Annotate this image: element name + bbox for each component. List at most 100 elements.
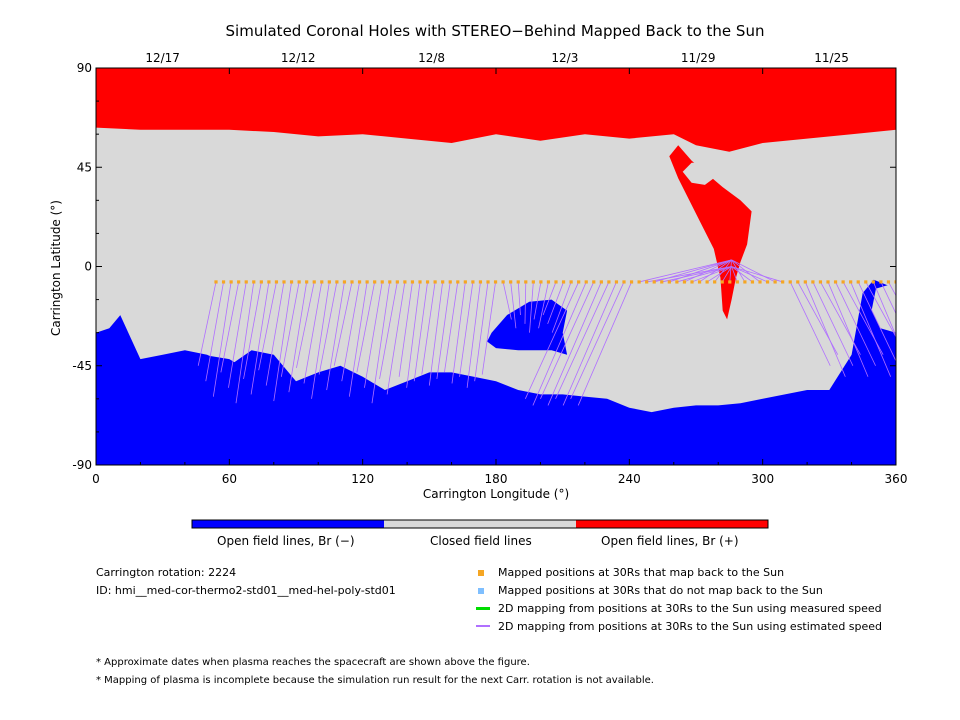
mapped-point <box>524 280 528 284</box>
mapped-point <box>743 280 747 284</box>
mapping-line <box>654 259 732 283</box>
mapped-point <box>645 280 649 284</box>
mapping-line <box>547 281 564 324</box>
mapped-point <box>826 280 830 284</box>
south-negative-hole <box>96 279 896 465</box>
mapping-line <box>538 281 549 329</box>
mapping-line <box>318 281 338 375</box>
mapped-point <box>675 280 679 284</box>
mapping-line <box>706 266 732 283</box>
mapped-point <box>357 280 362 284</box>
mapped-point <box>796 280 800 284</box>
mapping-line <box>721 266 732 283</box>
mapped-point <box>320 280 324 284</box>
carrington-rotation: Carrington rotation: 2224 <box>96 566 237 579</box>
mapping-line <box>386 281 406 395</box>
mapping-line <box>789 281 831 366</box>
mapping-line <box>639 259 732 283</box>
mapping-line <box>243 281 262 380</box>
colorbar-label-open-negative: Open field lines, Br (−) <box>217 534 355 548</box>
mapped-point <box>803 280 807 284</box>
mapping-line <box>835 281 876 366</box>
mapped-point <box>781 280 785 284</box>
positive-tongue-hole <box>669 145 752 320</box>
mapping-line <box>562 281 617 406</box>
negative-hole-1 <box>487 299 568 355</box>
mapping-line <box>326 281 345 391</box>
date-tick-label: 11/29 <box>681 51 716 65</box>
mapped-point <box>282 280 286 284</box>
mapping-line <box>413 281 428 382</box>
mapped-point <box>705 280 709 284</box>
mapped-point <box>833 280 838 284</box>
mapped-point <box>539 280 543 284</box>
mapped-point <box>758 280 762 284</box>
mapped-point <box>441 280 445 284</box>
mapping-line <box>731 259 746 283</box>
mapping-line <box>303 281 323 384</box>
mapped-point <box>305 280 309 284</box>
mapped-point <box>237 280 241 284</box>
mapped-point <box>667 280 671 284</box>
mapped-point <box>765 280 770 284</box>
mapped-point <box>577 280 581 284</box>
mapping-line <box>850 281 892 377</box>
mapped-point <box>252 280 256 284</box>
mapping-line <box>865 281 896 338</box>
date-axis: 12/17 12/12 12/8 12/3 11/29 11/25 <box>145 51 848 65</box>
mapping-line <box>676 266 732 283</box>
mapping-line <box>669 259 732 283</box>
x-tick-label: 360 <box>885 472 908 486</box>
mapped-point <box>335 280 339 284</box>
mapped-point <box>418 280 422 284</box>
closed-pocket-0 <box>96 293 123 333</box>
mapping-line <box>280 281 300 377</box>
y-tick-label: -90 <box>72 458 92 472</box>
mapping-line <box>371 281 391 404</box>
x-tick-label: 180 <box>485 472 508 486</box>
negative-hole-0 <box>184 354 252 390</box>
mapped-point <box>410 280 415 284</box>
mapped-point <box>660 280 664 284</box>
unmapped-point-symbol <box>478 588 484 594</box>
mapped-point <box>886 280 891 284</box>
mapping-line <box>258 281 277 371</box>
mapping-line <box>731 266 753 283</box>
x-tick-label: 60 <box>222 472 237 486</box>
x-tick-label: 120 <box>351 472 374 486</box>
mapped-point <box>569 280 573 284</box>
mapping-line <box>551 281 572 333</box>
mapping-line <box>812 281 854 366</box>
mapped-point <box>403 280 407 284</box>
date-tick-label: 12/12 <box>281 51 316 65</box>
mapped-point <box>478 280 483 284</box>
y-tick-label: 45 <box>77 160 92 174</box>
y-tick-label: 90 <box>77 61 92 75</box>
mapped-point <box>244 280 248 284</box>
mapped-point <box>259 280 263 284</box>
mapping-line <box>459 281 474 377</box>
note-incomplete: * Mapping of plasma is incomplete becaus… <box>96 675 654 686</box>
mapped-point <box>773 280 777 284</box>
mapping-line <box>880 281 896 315</box>
mapping-line <box>466 281 481 388</box>
mapped-point <box>433 280 437 284</box>
mapping-line <box>524 281 580 399</box>
mapped-point <box>229 280 233 284</box>
mapping-line <box>265 281 285 386</box>
mapped-point <box>592 280 596 284</box>
mapped-point <box>463 280 467 284</box>
mapping-line <box>731 259 776 283</box>
mapping-line <box>364 281 383 388</box>
mapped-point <box>350 280 354 284</box>
colorbar-open-positive <box>576 520 768 528</box>
mapped-point <box>546 280 551 284</box>
mapping-line <box>421 281 436 375</box>
legend-measured: 2D mapping from positions at 30Rs to the… <box>498 602 882 615</box>
mapping-line <box>533 281 542 320</box>
legend-estimated: 2D mapping from positions at 30Rs to the… <box>498 620 883 633</box>
mapped-point <box>425 280 430 284</box>
mapping-line <box>872 281 896 337</box>
colorbar-label-open-positive: Open field lines, Br (+) <box>601 534 739 548</box>
mapping-line <box>517 281 521 316</box>
